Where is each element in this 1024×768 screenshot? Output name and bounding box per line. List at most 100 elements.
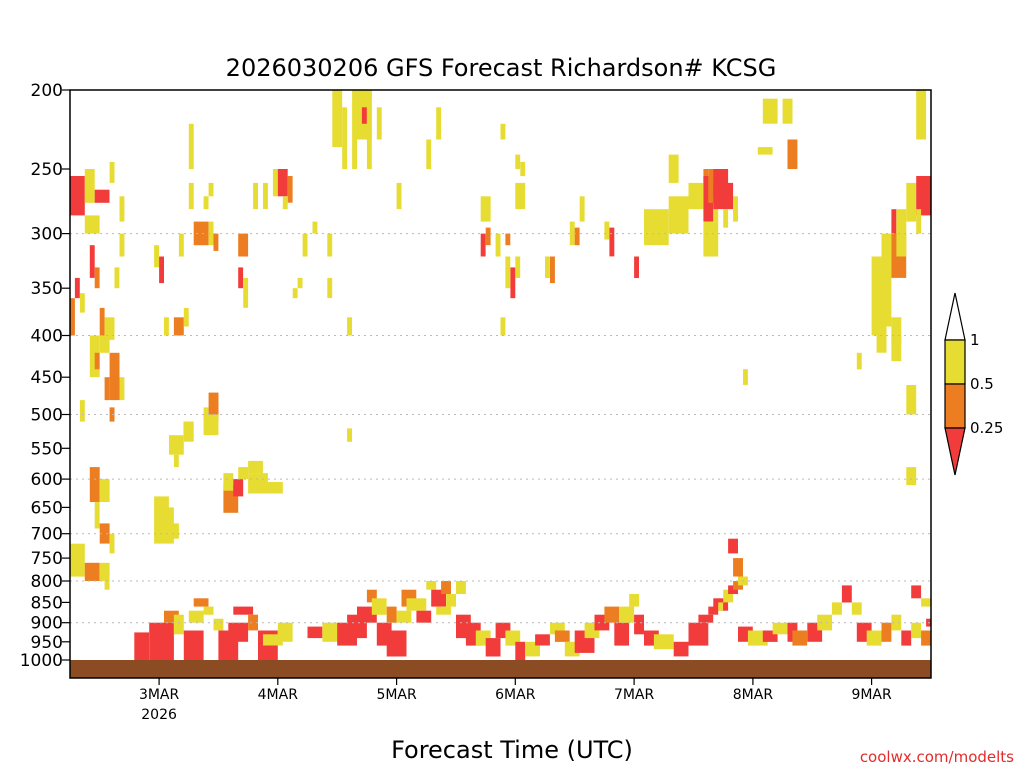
y-tick-label: 850 xyxy=(31,593,63,613)
heatmap-cell xyxy=(342,107,348,169)
heatmap-cell xyxy=(109,352,120,401)
heatmap-cell xyxy=(287,176,293,203)
heatmap-cell xyxy=(70,298,75,336)
heatmap-cell xyxy=(302,233,308,257)
heatmap-cell xyxy=(762,630,778,642)
heatmap-cell xyxy=(228,622,249,642)
heatmap-cell xyxy=(871,256,882,336)
heatmap-cell xyxy=(94,267,100,289)
heatmap-cell xyxy=(787,139,798,169)
heatmap-cell xyxy=(376,107,382,140)
heatmap-cell xyxy=(84,169,95,203)
legend-swatch-yellow xyxy=(944,339,966,385)
heatmap-cell xyxy=(263,182,268,210)
y-tick-label: 400 xyxy=(31,327,63,347)
heatmap-cell xyxy=(817,614,832,631)
heatmap-cell xyxy=(104,581,110,590)
heatmap-cell xyxy=(911,585,922,599)
heatmap-cell xyxy=(515,256,521,278)
heatmap-cell xyxy=(213,233,219,251)
heatmap-cell xyxy=(347,317,352,336)
heatmap-cell xyxy=(688,622,709,646)
heatmap-cell xyxy=(485,227,491,246)
y-tick-label: 550 xyxy=(31,439,63,459)
heatmap-cell xyxy=(426,139,432,169)
heatmap-cell xyxy=(911,622,922,639)
heatmap-cell xyxy=(916,90,927,140)
heatmap-cell xyxy=(495,233,501,257)
heatmap-cell xyxy=(79,293,85,313)
heatmap-cell xyxy=(851,602,862,615)
heatmap-cell xyxy=(248,473,268,494)
heatmap-cell xyxy=(272,169,278,197)
heatmap-cell xyxy=(757,147,773,155)
heatmap-cell xyxy=(866,630,882,646)
heatmap-cell xyxy=(550,622,565,635)
heatmap-cell xyxy=(94,189,110,203)
heatmap-cell xyxy=(728,538,738,554)
heatmap-cell xyxy=(277,622,293,642)
heatmap-cell xyxy=(396,610,412,623)
heatmap-cell xyxy=(248,614,258,631)
heatmap-cell xyxy=(634,256,639,278)
heatmap-cell xyxy=(79,400,85,422)
heatmap-cell xyxy=(673,641,689,657)
heatmap-cell xyxy=(233,606,254,615)
x-axis-ticks: 3MAR 2026 4MAR 5MAR 6MAR 7MAR 8MAR 9MAR xyxy=(139,678,892,723)
heatmap-cell xyxy=(569,221,575,246)
heatmap-cell xyxy=(238,233,249,257)
heatmap-cell xyxy=(183,307,189,327)
heatmap-cell xyxy=(89,245,95,278)
x-tick-label: 6MAR xyxy=(495,687,536,703)
heatmap-cell xyxy=(233,479,244,497)
y-tick-label: 800 xyxy=(31,572,63,592)
heatmap-cell xyxy=(728,585,738,594)
heatmap-cell xyxy=(99,335,110,353)
heatmap-cell xyxy=(188,182,194,210)
heatmap-cell xyxy=(629,594,640,607)
heatmap-cell xyxy=(743,369,748,385)
heatmap-cell xyxy=(515,641,526,660)
y-tick-label: 600 xyxy=(31,470,63,490)
x-tick-label: 3MAR xyxy=(139,687,180,703)
heatmap-cell xyxy=(762,98,778,124)
heatmap-cell xyxy=(723,589,734,603)
heatmap-cell xyxy=(713,169,729,197)
heatmap-cell xyxy=(238,467,249,480)
heatmap-cell xyxy=(94,352,100,370)
x-tick-label: 5MAR xyxy=(376,687,417,703)
y-tick-label: 700 xyxy=(31,525,63,545)
y-tick-label: 300 xyxy=(31,225,63,245)
heatmap-cell xyxy=(698,614,714,623)
heatmap-cell xyxy=(510,267,516,299)
heatmap-cell xyxy=(134,632,150,660)
heatmap-cell xyxy=(173,614,184,635)
y-axis-ticks: 200 250 300 350 400 450 500 550 600 650 700 750 8008… xyxy=(20,81,70,671)
heatmap-cell xyxy=(386,606,397,623)
heatmap-cell xyxy=(173,454,179,468)
heatmap-cell xyxy=(164,317,169,336)
heatmap-cell xyxy=(668,154,679,183)
heatmap-cell xyxy=(297,277,303,289)
heatmap-cell xyxy=(901,630,912,646)
heatmap-cell xyxy=(921,630,931,646)
heatmap-cell xyxy=(109,161,115,183)
heatmap-cell xyxy=(277,169,288,197)
heatmap-cells xyxy=(70,90,931,660)
heatmap-cell xyxy=(574,227,580,246)
y-tick-label: 900 xyxy=(31,614,63,634)
heatmap-cell xyxy=(485,638,501,657)
heatmap-cell xyxy=(263,634,283,646)
heatmap-cell xyxy=(169,523,179,539)
legend-label-0.5: 0.5 xyxy=(970,375,994,393)
heatmap-cell xyxy=(292,288,298,299)
heatmap-cell xyxy=(119,196,125,222)
heatmap-cell xyxy=(832,602,842,615)
y-tick-label: 750 xyxy=(31,549,63,569)
heatmap-cell xyxy=(841,585,852,603)
heatmap-cell xyxy=(688,182,704,210)
heatmap-cell xyxy=(614,622,630,646)
x-axis-label: Forecast Time (UTC) xyxy=(391,736,633,764)
heatmap-cell xyxy=(906,182,917,222)
heatmap-cell xyxy=(178,233,184,257)
